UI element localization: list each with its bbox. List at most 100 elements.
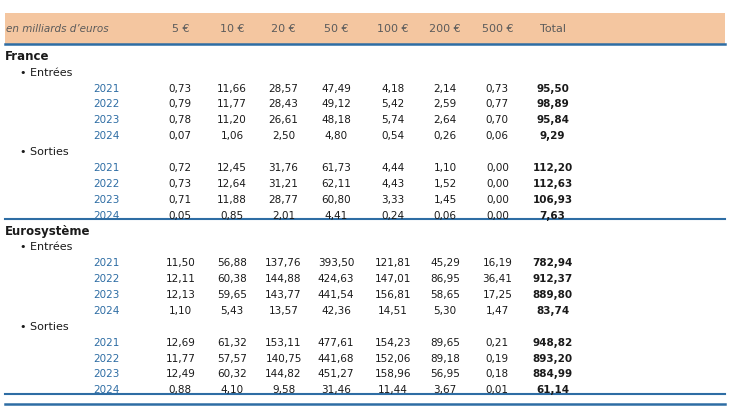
- Text: 144,82: 144,82: [265, 369, 301, 379]
- Text: • Sorties: • Sorties: [20, 147, 68, 157]
- Text: 9,58: 9,58: [272, 384, 295, 394]
- Text: 31,21: 31,21: [269, 178, 299, 189]
- Text: 0,54: 0,54: [381, 131, 404, 141]
- Text: 0,18: 0,18: [485, 369, 509, 379]
- Text: 0,19: 0,19: [485, 353, 509, 363]
- Text: Total: Total: [539, 25, 566, 34]
- Text: 50 €: 50 €: [323, 25, 348, 34]
- Text: 5,74: 5,74: [381, 115, 404, 125]
- Text: 11,66: 11,66: [217, 83, 247, 93]
- Text: • Entrées: • Entrées: [20, 67, 72, 78]
- Text: 12,49: 12,49: [166, 369, 195, 379]
- Text: 28,43: 28,43: [269, 99, 299, 109]
- FancyBboxPatch shape: [5, 13, 725, 45]
- Text: 89,65: 89,65: [430, 337, 460, 347]
- Text: 48,18: 48,18: [321, 115, 351, 125]
- Text: 153,11: 153,11: [265, 337, 301, 347]
- Text: 2024: 2024: [93, 131, 120, 141]
- Text: 11,20: 11,20: [217, 115, 247, 125]
- Text: 13,57: 13,57: [269, 305, 299, 315]
- Text: 893,20: 893,20: [533, 353, 573, 363]
- Text: 14,51: 14,51: [377, 305, 407, 315]
- Text: 61,14: 61,14: [536, 384, 569, 394]
- Text: 0,01: 0,01: [486, 384, 509, 394]
- Text: 26,61: 26,61: [269, 115, 299, 125]
- Text: 782,94: 782,94: [532, 258, 573, 267]
- Text: 0,00: 0,00: [486, 194, 509, 204]
- Text: 5,42: 5,42: [381, 99, 404, 109]
- Text: 2022: 2022: [93, 99, 120, 109]
- Text: 106,93: 106,93: [533, 194, 573, 204]
- Text: 98,89: 98,89: [537, 99, 569, 109]
- Text: 143,77: 143,77: [265, 289, 301, 299]
- Text: 147,01: 147,01: [374, 274, 411, 283]
- Text: 1,45: 1,45: [434, 194, 457, 204]
- Text: 2021: 2021: [93, 163, 120, 173]
- Text: 0,85: 0,85: [220, 210, 244, 220]
- Text: 158,96: 158,96: [374, 369, 411, 379]
- Text: 2023: 2023: [93, 115, 120, 125]
- Text: 424,63: 424,63: [318, 274, 354, 283]
- Text: 7,63: 7,63: [539, 210, 566, 220]
- Text: 0,00: 0,00: [486, 178, 509, 189]
- Text: 47,49: 47,49: [321, 83, 351, 93]
- Text: 0,05: 0,05: [169, 210, 192, 220]
- Text: 56,88: 56,88: [217, 258, 247, 267]
- Text: 2024: 2024: [93, 210, 120, 220]
- Text: 61,32: 61,32: [217, 337, 247, 347]
- Text: 42,36: 42,36: [321, 305, 351, 315]
- Text: 49,12: 49,12: [321, 99, 351, 109]
- Text: 948,82: 948,82: [532, 337, 573, 347]
- Text: • Entrées: • Entrées: [20, 242, 72, 252]
- Text: 2024: 2024: [93, 384, 120, 394]
- Text: 0,00: 0,00: [486, 210, 509, 220]
- Text: 57,57: 57,57: [217, 353, 247, 363]
- Text: 477,61: 477,61: [318, 337, 354, 347]
- Text: 2023: 2023: [93, 194, 120, 204]
- Text: 56,95: 56,95: [430, 369, 460, 379]
- Text: 0,72: 0,72: [169, 163, 192, 173]
- Text: 2,59: 2,59: [434, 99, 457, 109]
- Text: • Sorties: • Sorties: [20, 321, 68, 331]
- Text: 4,41: 4,41: [324, 210, 347, 220]
- Text: 1,47: 1,47: [485, 305, 509, 315]
- Text: 393,50: 393,50: [318, 258, 354, 267]
- Text: 2022: 2022: [93, 178, 120, 189]
- Text: 2022: 2022: [93, 274, 120, 283]
- Text: 0,06: 0,06: [486, 131, 509, 141]
- Text: 11,50: 11,50: [166, 258, 195, 267]
- Text: 0,77: 0,77: [485, 99, 509, 109]
- Text: 140,75: 140,75: [266, 353, 301, 363]
- Text: en milliards d’euros: en milliards d’euros: [6, 25, 108, 34]
- Text: 441,68: 441,68: [318, 353, 354, 363]
- Text: 20 €: 20 €: [272, 25, 296, 34]
- Text: 11,77: 11,77: [217, 99, 247, 109]
- Text: 12,45: 12,45: [217, 163, 247, 173]
- Text: 12,11: 12,11: [166, 274, 195, 283]
- Text: 144,88: 144,88: [265, 274, 301, 283]
- Text: 11,88: 11,88: [217, 194, 247, 204]
- Text: 2023: 2023: [93, 289, 120, 299]
- Text: 0,24: 0,24: [381, 210, 404, 220]
- Text: 0,73: 0,73: [485, 83, 509, 93]
- Text: 5,43: 5,43: [220, 305, 244, 315]
- Text: 1,10: 1,10: [169, 305, 192, 315]
- Text: 0,00: 0,00: [486, 163, 509, 173]
- Text: 4,80: 4,80: [324, 131, 347, 141]
- Text: 112,20: 112,20: [532, 163, 573, 173]
- Text: 3,67: 3,67: [434, 384, 457, 394]
- Text: 45,29: 45,29: [430, 258, 460, 267]
- Text: 112,63: 112,63: [532, 178, 573, 189]
- Text: 100 €: 100 €: [377, 25, 408, 34]
- Text: 3,33: 3,33: [381, 194, 404, 204]
- Text: 4,18: 4,18: [381, 83, 404, 93]
- Text: 0,21: 0,21: [485, 337, 509, 347]
- Text: 11,44: 11,44: [377, 384, 407, 394]
- Text: 2,01: 2,01: [272, 210, 295, 220]
- Text: 2021: 2021: [93, 83, 120, 93]
- Text: 28,57: 28,57: [269, 83, 299, 93]
- Text: 83,74: 83,74: [536, 305, 569, 315]
- Text: 152,06: 152,06: [374, 353, 411, 363]
- Text: 60,80: 60,80: [321, 194, 350, 204]
- Text: France: France: [5, 50, 50, 63]
